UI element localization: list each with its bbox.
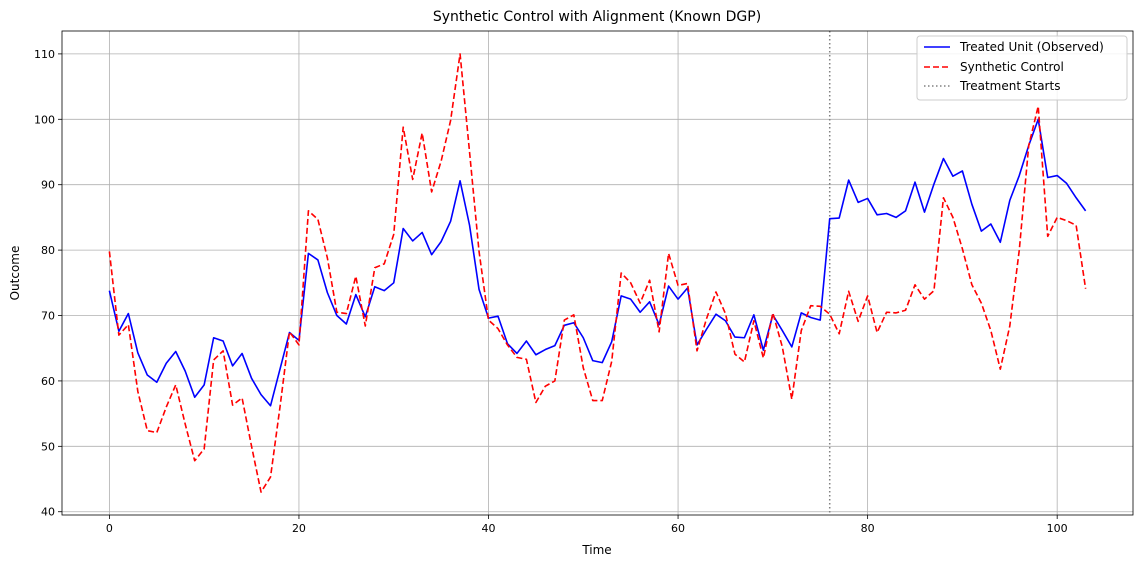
plot-area	[62, 31, 1133, 515]
x-tick-label: 40	[482, 522, 496, 535]
x-tick-label: 20	[292, 522, 306, 535]
y-tick-label: 80	[41, 244, 55, 257]
series-layer	[108, 53, 1087, 493]
plot-frame	[61, 30, 1134, 516]
legend-box	[916, 35, 1128, 101]
y-tick-label: 90	[41, 179, 55, 192]
y-tick-label: 100	[34, 113, 55, 126]
x-tick-label: 80	[861, 522, 875, 535]
y-tick-label: 50	[41, 440, 55, 453]
x-axis-label: Time	[581, 543, 611, 557]
treated-unit-line	[108, 118, 1087, 407]
legend-label-treated: Treated Unit (Observed)	[959, 40, 1104, 54]
chart-title: Synthetic Control with Alignment (Known …	[433, 9, 761, 25]
legend-label-treatment: Treatment Starts	[959, 79, 1060, 93]
x-axis-ticks: 0 20 40 60 80 100	[106, 515, 1068, 535]
x-tick-label: 60	[671, 522, 685, 535]
y-tick-label: 40	[41, 506, 55, 519]
y-axis-label: Outcome	[8, 246, 22, 301]
grid	[62, 31, 1133, 515]
legend-label-synthetic: Synthetic Control	[960, 60, 1064, 74]
y-tick-label: 60	[41, 375, 55, 388]
y-tick-label: 110	[34, 48, 55, 61]
y-tick-label: 70	[41, 310, 55, 323]
legend: Treated Unit (Observed) Synthetic Contro…	[916, 35, 1128, 101]
x-tick-label: 0	[106, 522, 113, 535]
y-axis-ticks: 40 50 60 70 80 90 100 110	[34, 48, 62, 519]
synthetic-control-line	[108, 53, 1087, 493]
x-tick-label: 100	[1047, 522, 1068, 535]
